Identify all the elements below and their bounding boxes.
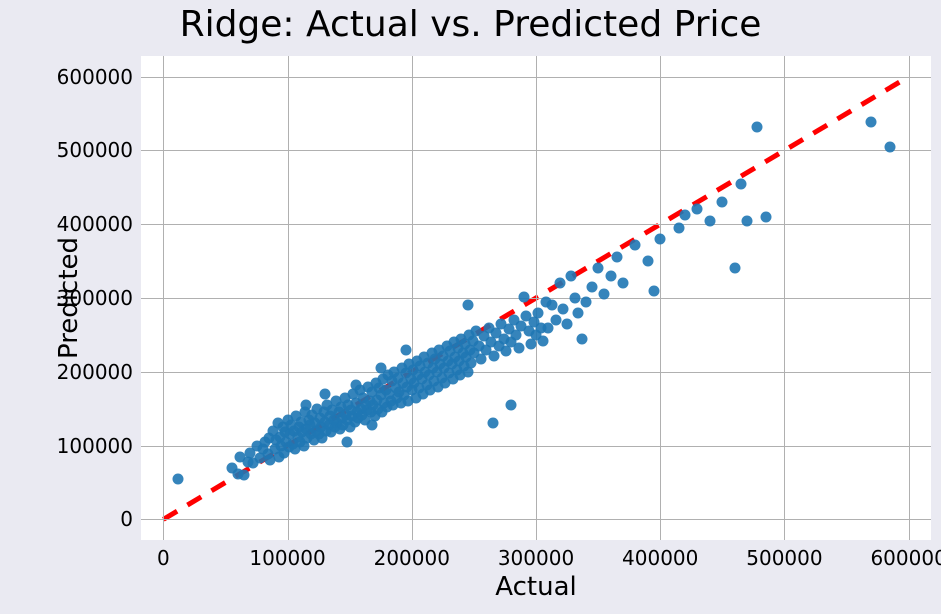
scatter-point <box>400 344 411 355</box>
x-tick-label: 0 <box>157 546 170 570</box>
scatter-point <box>547 300 558 311</box>
scatter-point <box>742 215 753 226</box>
scatter-point <box>558 304 569 315</box>
scatter-point <box>611 252 622 263</box>
scatter-point <box>533 307 544 318</box>
scatter-point <box>506 399 517 410</box>
scatter-point <box>704 215 715 226</box>
x-tick-label: 400000 <box>622 546 698 570</box>
scatter-point <box>599 289 610 300</box>
x-tick-label: 500000 <box>746 546 822 570</box>
scatter-point <box>586 281 597 292</box>
scatter-point <box>752 121 763 132</box>
scatter-point <box>617 278 628 289</box>
scatter-point <box>462 300 473 311</box>
scatter-point <box>593 263 604 274</box>
scatter-point <box>239 470 250 481</box>
y-gridline <box>141 150 931 151</box>
scatter-point <box>866 117 877 128</box>
scatter-point <box>375 363 386 374</box>
chart-axes <box>141 56 931 540</box>
scatter-point <box>692 204 703 215</box>
scatter-point <box>729 263 740 274</box>
y-tick-label: 600000 <box>57 65 133 89</box>
scatter-point <box>576 333 587 344</box>
y-gridline <box>141 372 931 373</box>
scatter-point <box>550 315 561 326</box>
y-tick-label: 0 <box>120 507 133 531</box>
scatter-point <box>642 256 653 267</box>
scatter-point <box>562 318 573 329</box>
scatter-point <box>735 178 746 189</box>
scatter-point <box>655 233 666 244</box>
scatter-point <box>630 239 641 250</box>
scatter-point <box>342 436 353 447</box>
x-tick-label: 600000 <box>870 546 941 570</box>
scatter-point <box>569 293 580 304</box>
chart-title: Ridge: Actual vs. Predicted Price <box>0 4 941 45</box>
y-gridline <box>141 77 931 78</box>
scatter-point <box>673 222 684 233</box>
scatter-point <box>573 307 584 318</box>
scatter-point <box>487 418 498 429</box>
y-tick-label: 300000 <box>57 286 133 310</box>
y-gridline <box>141 224 931 225</box>
scatter-point <box>649 285 660 296</box>
scatter-point <box>173 473 184 484</box>
scatter-point <box>565 270 576 281</box>
scatter-point <box>554 278 565 289</box>
y-tick-label: 400000 <box>57 212 133 236</box>
scatter-point <box>605 270 616 281</box>
scatter-point <box>885 141 896 152</box>
scatter-point <box>538 335 549 346</box>
y-tick-label: 100000 <box>57 434 133 458</box>
scatter-point <box>580 296 591 307</box>
y-gridline <box>141 519 931 520</box>
y-gridline <box>141 298 931 299</box>
x-tick-label: 300000 <box>498 546 574 570</box>
y-tick-label: 200000 <box>57 360 133 384</box>
y-tick-label: 500000 <box>57 138 133 162</box>
scatter-point <box>680 210 691 221</box>
scatter-point <box>350 380 361 391</box>
scatter-point <box>319 388 330 399</box>
scatter-point <box>513 343 524 354</box>
x-tick-label: 200000 <box>374 546 450 570</box>
scatter-point <box>717 197 728 208</box>
x-axis-label: Actual <box>495 572 576 602</box>
scatter-point <box>488 350 499 361</box>
scatter-point <box>301 399 312 410</box>
x-tick-label: 100000 <box>249 546 325 570</box>
scatter-point <box>760 211 771 222</box>
figure: Ridge: Actual vs. Predicted Price Actual… <box>0 0 941 614</box>
scatter-point <box>518 291 529 302</box>
scatter-point <box>367 419 378 430</box>
